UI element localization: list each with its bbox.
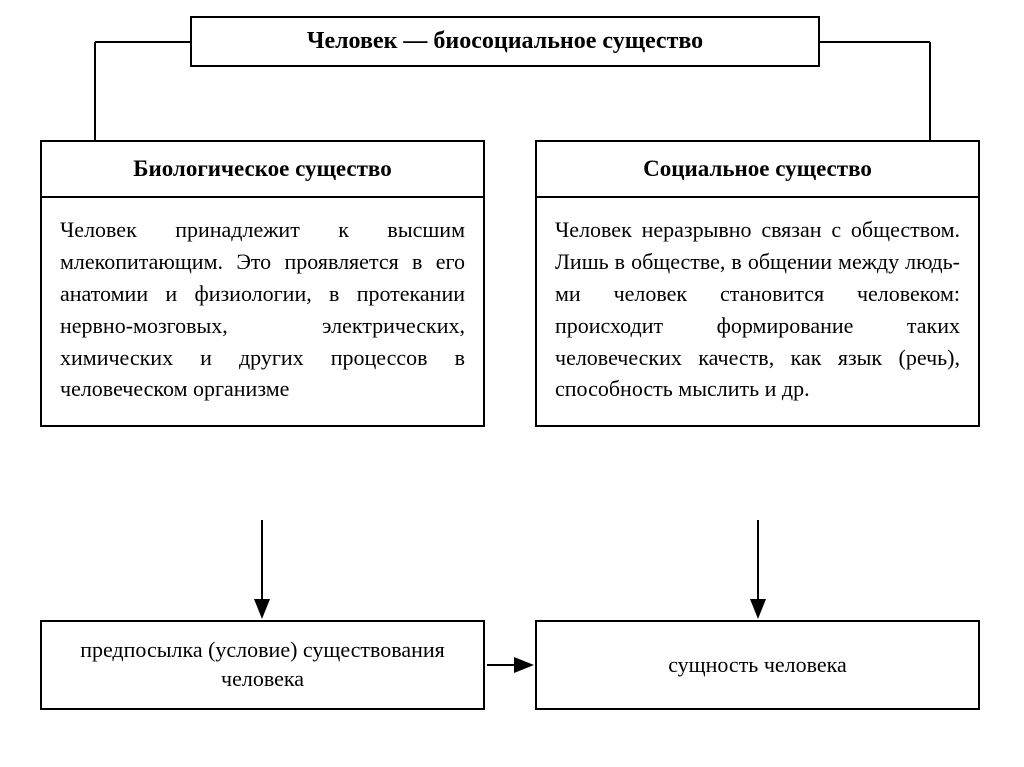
title-box: Человек — биосоциальное существо xyxy=(190,16,820,67)
left-bottom-text: предпосылка (условие) существования чело… xyxy=(54,636,471,693)
left-bottom-box: предпосылка (условие) существования чело… xyxy=(40,620,485,710)
right-body: Человек неразрывно связан с обществом. Л… xyxy=(537,198,978,425)
right-column-box: Социальное существо Человек неразрывно с… xyxy=(535,140,980,427)
title-text: Человек — биосоциальное существо xyxy=(307,28,703,54)
left-column-box: Биологическое существо Человек принадлеж… xyxy=(40,140,485,427)
left-body: Человек принадлежит к высшим млекопитающ… xyxy=(42,198,483,425)
left-header: Биологическое существо xyxy=(42,142,483,198)
right-bottom-text: сущность человека xyxy=(668,651,847,680)
right-bottom-box: сущность человека xyxy=(535,620,980,710)
right-header: Социальное существо xyxy=(537,142,978,198)
